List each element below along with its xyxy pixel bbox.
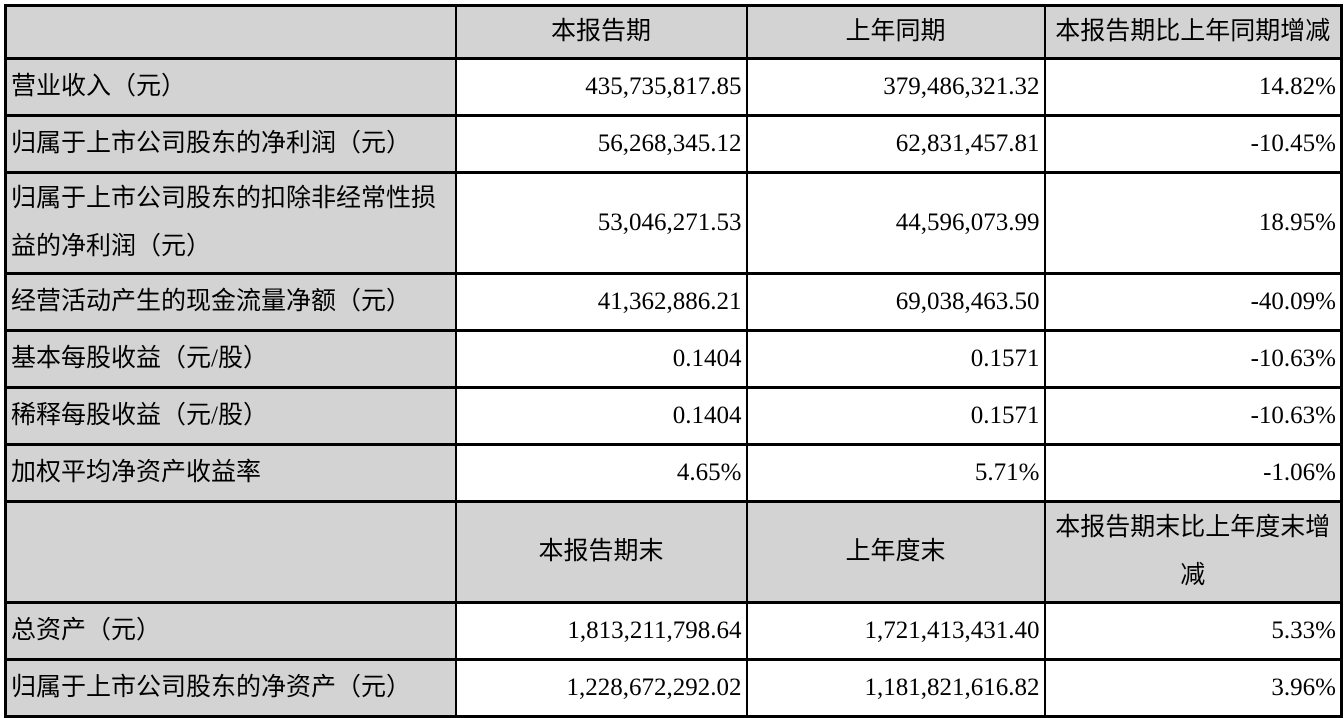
value-current: 41,362,886.21	[454, 272, 748, 332]
period-header-row: 本报告期 上年同期 本报告期比上年同期增减	[4, 4, 1343, 60]
corner-cell	[4, 4, 457, 60]
row-label: 经营活动产生的现金流量净额（元）	[4, 272, 457, 332]
table-row-net-profit-excl-nonrecurring: 归属于上市公司股东的扣除非经常性损益的净利润（元） 53,046,271.53 …	[4, 171, 1343, 275]
value-prior: 1,181,821,616.82	[745, 658, 1046, 718]
value-prior: 379,486,321.32	[745, 57, 1046, 117]
value-prior: 44,596,073.99	[745, 171, 1046, 275]
value-current: 0.1404	[454, 329, 748, 389]
table-row-weighted-avg-roe: 加权平均净资产收益率 4.65% 5.71% -1.06%	[4, 443, 1343, 503]
header-period-change: 本报告期比上年同期增减	[1043, 4, 1343, 60]
table-row-net-assets: 归属于上市公司股东的净资产（元） 1,228,672,292.02 1,181,…	[4, 658, 1343, 718]
value-change: -40.09%	[1043, 272, 1343, 332]
value-change: 3.96%	[1043, 658, 1343, 718]
value-prior: 5.71%	[745, 443, 1046, 503]
row-label: 归属于上市公司股东的扣除非经常性损益的净利润（元）	[4, 171, 457, 275]
value-change: 5.33%	[1043, 601, 1343, 661]
table-row-net-profit: 归属于上市公司股东的净利润（元） 56,268,345.12 62,831,45…	[4, 114, 1343, 174]
financial-summary-table: 本报告期 上年同期 本报告期比上年同期增减 营业收入（元） 435,735,81…	[4, 4, 1343, 718]
value-prior: 0.1571	[745, 329, 1046, 389]
row-label: 归属于上市公司股东的净资产（元）	[4, 658, 457, 718]
value-change: -10.63%	[1043, 386, 1343, 446]
value-current: 1,228,672,292.02	[454, 658, 748, 718]
table-row-total-assets: 总资产（元） 1,813,211,798.64 1,721,413,431.40…	[4, 601, 1343, 661]
value-current: 53,046,271.53	[454, 171, 748, 275]
row-label: 稀释每股收益（元/股）	[4, 386, 457, 446]
value-current: 435,735,817.85	[454, 57, 748, 117]
snapshot-header-row: 本报告期末 上年度末 本报告期末比上年度末增减	[4, 500, 1343, 604]
header-current-period: 本报告期	[454, 4, 748, 60]
value-current: 56,268,345.12	[454, 114, 748, 174]
corner-cell	[4, 500, 457, 604]
table-row-diluted-eps: 稀释每股收益（元/股） 0.1404 0.1571 -10.63%	[4, 386, 1343, 446]
header-end-of-prior-year: 上年度末	[745, 500, 1046, 604]
table-row-basic-eps: 基本每股收益（元/股） 0.1404 0.1571 -10.63%	[4, 329, 1343, 389]
value-change: -1.06%	[1043, 443, 1343, 503]
header-snapshot-change: 本报告期末比上年度末增减	[1043, 500, 1343, 604]
table-row-operating-cash-flow: 经营活动产生的现金流量净额（元） 41,362,886.21 69,038,46…	[4, 272, 1343, 332]
row-label: 营业收入（元）	[4, 57, 457, 117]
row-label: 总资产（元）	[4, 601, 457, 661]
value-change: 14.82%	[1043, 57, 1343, 117]
value-current: 1,813,211,798.64	[454, 601, 748, 661]
value-prior: 0.1571	[745, 386, 1046, 446]
value-prior: 1,721,413,431.40	[745, 601, 1046, 661]
row-label: 基本每股收益（元/股）	[4, 329, 457, 389]
header-end-of-period: 本报告期末	[454, 500, 748, 604]
row-label: 归属于上市公司股东的净利润（元）	[4, 114, 457, 174]
value-current: 0.1404	[454, 386, 748, 446]
table-row-revenue: 营业收入（元） 435,735,817.85 379,486,321.32 14…	[4, 57, 1343, 117]
value-change: -10.45%	[1043, 114, 1343, 174]
value-prior: 69,038,463.50	[745, 272, 1046, 332]
value-change: -10.63%	[1043, 329, 1343, 389]
value-current: 4.65%	[454, 443, 748, 503]
row-label: 加权平均净资产收益率	[4, 443, 457, 503]
value-change: 18.95%	[1043, 171, 1343, 275]
value-prior: 62,831,457.81	[745, 114, 1046, 174]
header-prior-period: 上年同期	[745, 4, 1046, 60]
